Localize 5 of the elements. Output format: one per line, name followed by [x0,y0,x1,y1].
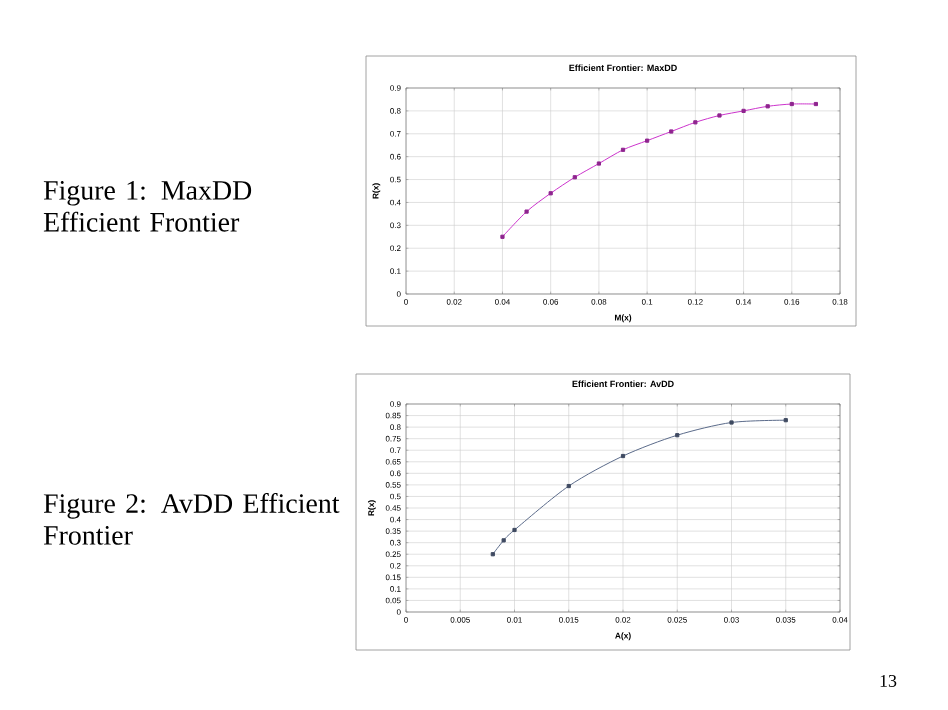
text: 13 [880,674,897,687]
caption: Figure 2: AvDD Efficient Frontier [43,493,340,545]
caption: Figure 1: MaxDD Efficient Frontier [43,181,252,232]
line-series [490,418,788,557]
line-series [500,101,819,239]
